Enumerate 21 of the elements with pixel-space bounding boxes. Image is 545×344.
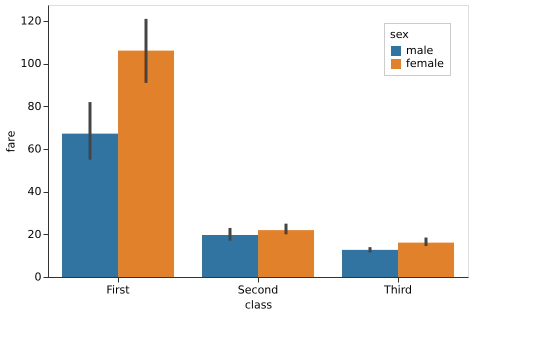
bar xyxy=(258,230,314,277)
y-tick-label: 100 xyxy=(20,57,42,70)
y-tick-label: 20 xyxy=(28,228,42,241)
y-axis-title: fare xyxy=(4,130,18,152)
x-tick-label: Third xyxy=(382,284,412,296)
bar xyxy=(202,234,258,277)
legend-label: female xyxy=(406,57,444,70)
y-tick-label: 0 xyxy=(34,270,42,284)
y-tick-label: 120 xyxy=(20,14,42,28)
legend-label: male xyxy=(406,44,434,57)
x-axis-title: class xyxy=(244,298,272,312)
legend-title: sex xyxy=(390,28,410,41)
bar xyxy=(398,242,454,277)
y-tick-label: 40 xyxy=(28,185,42,198)
y-tick-label: 80 xyxy=(28,100,42,113)
y-tick-label: 60 xyxy=(28,142,42,156)
bar xyxy=(342,250,398,277)
x-tick-label: Second xyxy=(238,284,278,296)
x-tick-label: First xyxy=(106,284,130,296)
bar xyxy=(62,134,118,277)
bar xyxy=(118,50,174,277)
